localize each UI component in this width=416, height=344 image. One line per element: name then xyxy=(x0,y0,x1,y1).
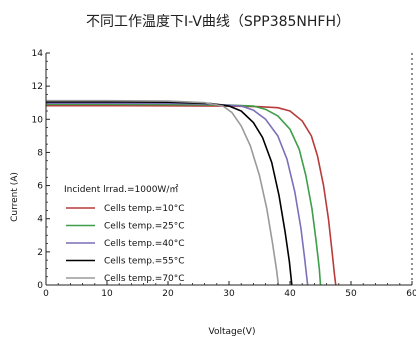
x-tick-label: 60 xyxy=(406,289,416,299)
x-tick-label: 20 xyxy=(162,289,174,299)
x-tick-label: 10 xyxy=(101,289,113,299)
series-line-5 xyxy=(46,99,280,286)
legend-label-4: Cells temp.=55°C xyxy=(104,257,185,267)
x-tick-label: 30 xyxy=(223,289,235,299)
plot-area xyxy=(46,99,337,286)
x-tick-label: 0 xyxy=(43,289,49,299)
x-tick-label: 50 xyxy=(345,289,357,299)
axes: 0 10 20 30 40 50 60 0 2 4 6 8 10 12 14 xyxy=(32,49,416,299)
y-tick-label: 6 xyxy=(37,182,43,192)
y-tick-label: 8 xyxy=(37,148,43,158)
legend-label-2: Cells temp.=25°C xyxy=(104,222,185,232)
series-line-2 xyxy=(46,103,322,286)
legend: Incident lrrad.=1000W/㎡ Cells temp.=10°C C… xyxy=(64,184,185,284)
series-line-4 xyxy=(46,101,293,286)
y-tick-label: 0 xyxy=(37,281,43,291)
y-axis-label: Current (A) xyxy=(10,172,20,222)
x-axis-label: Voltage(V) xyxy=(209,327,256,337)
x-tick-label: 40 xyxy=(284,289,296,299)
series-line-3 xyxy=(46,102,309,286)
y-tick-label: 14 xyxy=(32,49,44,59)
legend-label-3: Cells temp.=40°C xyxy=(104,239,185,249)
chart-title: 不同工作温度下I-V曲线（SPP385NHFH） xyxy=(86,14,350,30)
legend-title: Incident lrrad.=1000W/㎡ xyxy=(64,184,178,195)
legend-label-1: Cells temp.=10°C xyxy=(104,204,185,214)
y-tick-label: 4 xyxy=(37,215,43,225)
y-tick-label: 2 xyxy=(37,248,43,258)
y-tick-label: 10 xyxy=(32,115,44,125)
y-tick-label: 12 xyxy=(32,82,43,92)
series-line-1 xyxy=(46,104,337,286)
legend-label-5: Cells temp.=70°C xyxy=(104,274,185,284)
